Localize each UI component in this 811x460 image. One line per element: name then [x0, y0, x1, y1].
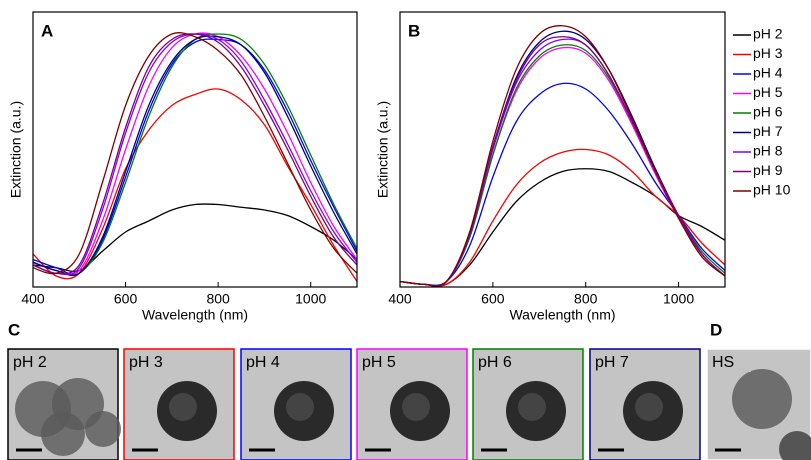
legend-label: pH 2 — [753, 26, 783, 42]
spectrum-line — [33, 32, 357, 276]
panel-label: C — [8, 320, 20, 339]
spectrum-line — [400, 82, 725, 286]
spectrum-line — [400, 148, 725, 287]
legend-label: pH 4 — [753, 65, 783, 81]
x-tick-label: 800 — [574, 291, 598, 307]
label-bg — [10, 352, 52, 372]
x-tick-label: 400 — [388, 291, 412, 307]
panel-label: A — [41, 21, 53, 40]
particle-core — [402, 393, 430, 421]
x-axis-label: Wavelength (nm) — [509, 307, 615, 323]
x-axis-label: Wavelength (nm) — [142, 307, 248, 323]
x-tick-label: 1000 — [663, 291, 694, 307]
spectrum-line — [400, 30, 725, 287]
panel-label: B — [408, 21, 420, 40]
panel-text: pH 3 — [129, 354, 163, 371]
spectrum-line — [33, 32, 357, 275]
label-bg — [243, 352, 285, 372]
x-tick-label: 400 — [21, 291, 45, 307]
legend-label: pH 6 — [753, 104, 783, 120]
x-tick-label: 1000 — [295, 291, 326, 307]
legend-label: pH 5 — [753, 84, 783, 100]
spectrum-line — [33, 35, 357, 277]
legend-label: pH 9 — [753, 162, 783, 178]
spectrum-line — [400, 25, 725, 287]
legend-label: pH 10 — [753, 182, 791, 198]
label-bg — [592, 352, 634, 372]
panel-text: HS — [712, 354, 734, 371]
panel-label: D — [710, 320, 722, 339]
y-axis-label: Extinction (a.u.) — [375, 101, 391, 198]
spectrum-line — [400, 38, 725, 287]
particle — [779, 431, 811, 460]
panel-text: pH 5 — [362, 354, 396, 371]
spectrum-line — [400, 44, 725, 287]
label-bg — [126, 352, 168, 372]
panel-text: pH 2 — [13, 354, 47, 371]
legend-label: pH 8 — [753, 143, 783, 159]
spectrum-line — [33, 38, 357, 276]
panel-text: pH 7 — [595, 354, 629, 371]
plot-area — [33, 32, 357, 282]
y-axis-label: Extinction (a.u.) — [8, 101, 24, 198]
label-bg — [475, 352, 517, 372]
spectrum-line — [400, 168, 725, 287]
spectrum-line — [33, 88, 357, 282]
plot-frame — [32, 11, 358, 288]
legend-label: pH 3 — [753, 45, 783, 61]
spectrum-line — [33, 33, 357, 275]
legend-label: pH 7 — [753, 123, 783, 139]
x-tick-label: 800 — [206, 291, 230, 307]
panel-text: pH 6 — [478, 354, 512, 371]
plot-frame — [399, 11, 726, 288]
particle — [85, 411, 121, 447]
x-tick-label: 600 — [114, 291, 138, 307]
particle-core — [518, 393, 546, 421]
x-tick-label: 600 — [481, 291, 505, 307]
label-bg — [709, 352, 751, 372]
particle-core — [169, 393, 197, 421]
particle — [732, 369, 792, 429]
particle-core — [286, 393, 314, 421]
panel-text: pH 4 — [246, 354, 280, 371]
particle — [41, 412, 85, 456]
particle-core — [635, 393, 663, 421]
label-bg — [359, 352, 401, 372]
plot-area — [400, 25, 725, 287]
spectrum-line — [400, 36, 725, 287]
